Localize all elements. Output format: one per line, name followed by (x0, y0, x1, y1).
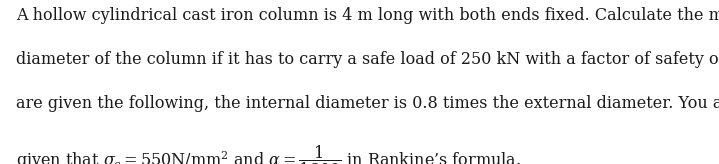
Text: diameter of the column if it has to carry a safe load of 250 kN with a factor of: diameter of the column if it has to carr… (16, 51, 719, 68)
Text: are given the following, the internal diameter is 0.8 times the external diamete: are given the following, the internal di… (16, 95, 719, 112)
Text: given that $\sigma_c = 550\mathrm{N/mm}^2$ and $\alpha = \dfrac{1}{1600}$ in Ran: given that $\sigma_c = 550\mathrm{N/mm}^… (16, 143, 521, 164)
Text: A hollow cylindrical cast iron column is 4 m long with both ends fixed. Calculat: A hollow cylindrical cast iron column is… (16, 7, 719, 24)
